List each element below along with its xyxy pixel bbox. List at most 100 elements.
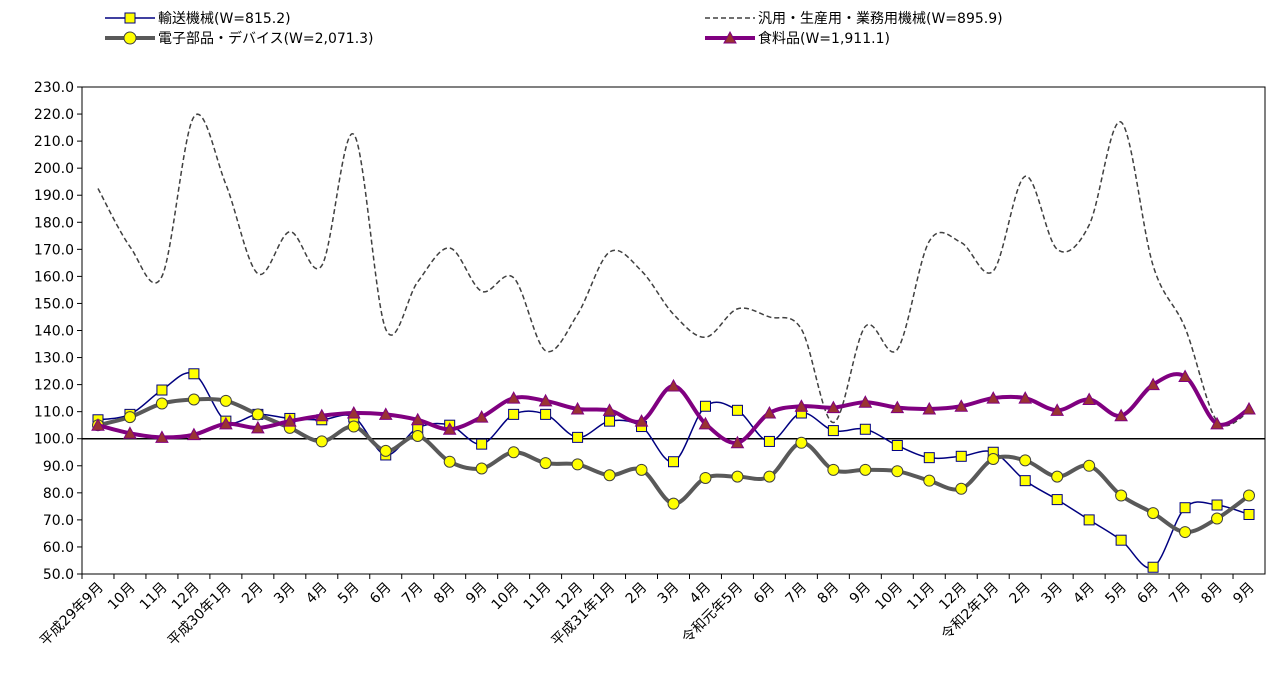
data-point-food [826,400,841,414]
data-point-food [506,391,521,404]
legend-item-electronic-parts: 電子部品・デバイス(W=2,071.3) [105,30,374,47]
data-point-food [570,401,585,415]
data-point-transport-machinery [859,423,871,435]
y-tick-label: 210.0 [34,134,74,150]
y-tick-label: 100.0 [34,432,74,448]
data-point-electronic-parts [411,430,424,443]
x-tick-label: 8月 [431,580,459,608]
data-point-transport-machinery [1179,502,1191,514]
data-point-food [858,395,873,408]
data-point-electronic-parts [251,408,264,421]
y-tick-label: 120.0 [34,378,74,394]
data-point-electronic-parts [987,453,1000,466]
x-tick-label: 9月 [1230,580,1258,608]
data-point-electronic-parts [763,470,776,483]
data-point-food [155,430,169,443]
data-point-electronic-parts [475,462,488,475]
data-point-electronic-parts [379,444,392,457]
legend: 輸送機械(W=815.2) 汎用・生産用・業務用機械(W=895.9) 電子部品… [105,11,1003,47]
legend-label: 食料品(W=1,911.1) [758,30,890,47]
data-point-transport-machinery [572,431,584,443]
data-point-electronic-parts [123,411,136,424]
data-point-electronic-parts [1147,507,1160,520]
data-point-electronic-parts [795,436,808,449]
data-point-electronic-parts [603,469,616,482]
data-point-transport-machinery [1019,475,1031,487]
data-point-food [123,426,137,439]
data-point-food [698,416,713,430]
data-point-electronic-parts [1019,454,1032,467]
y-tick-label: 110.0 [34,405,74,421]
x-tick-label: 平成29年9月 [37,580,107,650]
data-point-electronic-parts [891,465,904,478]
data-point-transport-machinery [923,452,935,464]
legend-label: 輸送機械(W=815.2) [158,11,291,27]
y-tick-label: 150.0 [34,296,74,312]
y-tick-label: 130.0 [34,351,74,367]
data-point-food [1178,369,1192,382]
data-point-transport-machinery [1211,499,1223,511]
data-point-electronic-parts [443,455,456,468]
data-point-transport-machinery [604,415,616,427]
legend-item-general-machinery: 汎用・生産用・業務用機械(W=895.9) [705,11,1003,27]
y-tick-label: 160.0 [34,269,74,285]
x-tick-label: 2月 [1007,580,1035,608]
x-tick-label: 5月 [335,580,363,608]
data-point-food [314,408,329,422]
data-point-electronic-parts [731,470,744,483]
data-point-food [666,378,681,392]
data-point-transport-machinery [827,425,839,437]
data-point-food [794,399,809,412]
data-point-transport-machinery [668,456,679,468]
x-tick-label: 4月 [1070,580,1098,608]
data-point-transport-machinery [508,408,520,420]
data-point-food [91,418,105,431]
x-tick-label: 6月 [367,580,395,608]
legend-item-transport-machinery: 輸送機械(W=815.2) [105,11,291,27]
data-point-food [762,405,777,419]
x-tick-label: 3月 [271,580,299,608]
x-tick-label: 4月 [687,580,715,608]
data-point-transport-machinery [188,368,200,380]
y-tick-label: 50.0 [43,567,74,583]
data-point-food [1146,377,1160,391]
data-point-food [282,414,297,427]
data-point-food [922,401,937,415]
data-point-electronic-parts [1051,470,1064,483]
data-point-electronic-parts [955,482,968,495]
data-point-electronic-parts [219,394,232,407]
x-tick-label: 11月 [521,580,555,614]
data-point-food [1210,416,1224,430]
data-point-electronic-parts [539,457,552,470]
y-tick-label: 220.0 [34,107,74,123]
y-tick-label: 230.0 [34,80,74,96]
data-point-electronic-parts [827,463,840,476]
x-tick-label: 8月 [1198,580,1226,608]
data-point-electronic-parts [635,463,648,476]
data-point-food [986,391,1001,404]
data-point-food [890,400,905,414]
y-tick-label: 60.0 [43,540,74,556]
plot-area: 230.0 220.0 210.0 200.0 190.0 180.0 170.0 160.0… [34,80,1266,650]
data-point-food [1018,391,1033,404]
data-point-transport-machinery [1147,561,1159,573]
y-tick-label: 80.0 [43,486,74,502]
data-point-food [474,410,489,423]
data-point-transport-machinery [1083,514,1095,526]
data-point-food [251,420,265,434]
y-tick-label: 140.0 [34,324,74,340]
y-tick-label: 90.0 [43,459,74,475]
data-point-electronic-parts [1083,459,1096,472]
data-point-food [1114,408,1128,422]
series-line-general-machinery [97,113,1250,427]
x-tick-label: 2月 [239,580,267,608]
x-tick-label: 9月 [463,580,491,608]
data-point-food [442,422,457,435]
x-tick-label: 3月 [655,580,683,608]
data-point-food [1082,392,1096,405]
data-point-food [410,412,425,426]
data-point-electronic-parts [187,393,200,406]
data-point-transport-machinery [1115,534,1127,546]
x-tick-label: 4月 [303,580,331,608]
